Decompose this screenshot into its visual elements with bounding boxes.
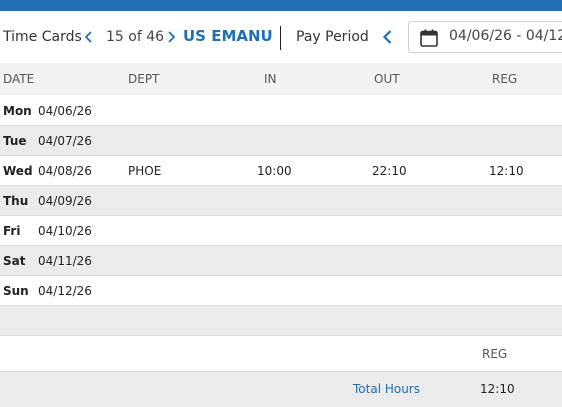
row-day: Mon bbox=[3, 104, 32, 118]
table-row[interactable]: Thu 04/09/26 bbox=[0, 186, 562, 216]
row-day: Thu bbox=[3, 194, 29, 208]
row-date: 04/08/26 bbox=[38, 164, 92, 178]
grid-header: DATE DEPT IN OUT REG bbox=[0, 63, 562, 95]
row-day: Sat bbox=[3, 254, 26, 268]
row-date: 04/09/26 bbox=[38, 194, 92, 208]
row-date: 04/11/26 bbox=[38, 254, 92, 268]
top-accent-bar bbox=[0, 0, 562, 11]
previous-period-button[interactable] bbox=[379, 28, 397, 46]
next-card-button[interactable] bbox=[163, 29, 179, 45]
table-row[interactable]: Mon 04/06/26 bbox=[0, 96, 562, 126]
previous-card-button[interactable] bbox=[81, 29, 97, 45]
chevron-right-icon bbox=[168, 31, 176, 43]
record-position: 15 of 46 bbox=[106, 29, 165, 45]
column-header-date[interactable]: DATE bbox=[3, 72, 35, 86]
table-row[interactable]: Sun 04/12/26 bbox=[0, 276, 562, 306]
row-out: 22:10 bbox=[372, 164, 407, 178]
column-header-dept[interactable]: DEPT bbox=[128, 72, 160, 86]
row-date: 04/10/26 bbox=[38, 224, 92, 238]
summary-header: REG bbox=[0, 337, 562, 371]
total-hours-reg-value: 12:10 bbox=[480, 382, 515, 396]
toolbar-divider bbox=[280, 26, 281, 50]
total-hours-label: Total Hours bbox=[353, 382, 420, 396]
summary-header-reg: REG bbox=[482, 347, 508, 361]
total-hours-row: Total Hours 12:10 bbox=[0, 371, 562, 407]
row-date: 04/12/26 bbox=[38, 284, 92, 298]
column-header-reg[interactable]: REG bbox=[492, 72, 518, 86]
timecard-toolbar: Time Cards 15 of 46 US EMANU Pay Period … bbox=[0, 11, 562, 63]
pay-period-label: Pay Period bbox=[296, 29, 369, 45]
calendar-icon bbox=[419, 28, 439, 48]
row-in: 10:00 bbox=[257, 164, 292, 178]
row-dept: PHOE bbox=[128, 164, 162, 178]
table-row[interactable]: Sat 04/11/26 bbox=[0, 246, 562, 276]
row-reg: 12:10 bbox=[489, 164, 524, 178]
row-day: Sun bbox=[3, 284, 29, 298]
table-row[interactable]: Tue 04/07/26 bbox=[0, 126, 562, 156]
employee-link[interactable]: US EMANU bbox=[183, 27, 273, 45]
pay-period-date-picker[interactable]: 04/06/26 - 04/12/26 bbox=[408, 21, 562, 53]
row-day: Fri bbox=[3, 224, 21, 238]
table-row[interactable]: Fri 04/10/26 bbox=[0, 216, 562, 246]
column-header-in[interactable]: IN bbox=[264, 72, 277, 86]
date-range-value: 04/06/26 - 04/12/26 bbox=[449, 28, 562, 44]
row-day: Tue bbox=[3, 134, 27, 148]
table-row[interactable]: Wed 04/08/26 PHOE 10:00 22:10 12:10 bbox=[0, 156, 562, 186]
row-date: 04/06/26 bbox=[38, 104, 92, 118]
row-date: 04/07/26 bbox=[38, 134, 92, 148]
page-title: Time Cards bbox=[3, 29, 82, 45]
grid-spacer-row bbox=[0, 306, 562, 336]
row-day: Wed bbox=[3, 164, 33, 178]
chevron-left-icon bbox=[382, 30, 392, 44]
column-header-out[interactable]: OUT bbox=[374, 72, 400, 86]
chevron-left-icon bbox=[84, 31, 92, 43]
